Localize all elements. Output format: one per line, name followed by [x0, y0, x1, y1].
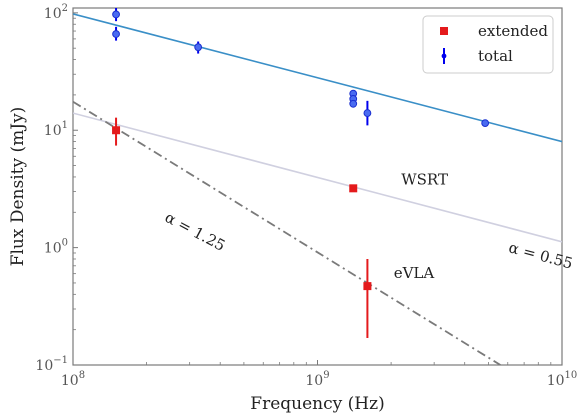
- x-axis-ticks: 108 109 1010: [61, 360, 577, 389]
- x-tick-label-2: 1010: [547, 370, 578, 389]
- y-axis-label: Flux Density (mJy): [8, 107, 28, 267]
- extended-point-2: [363, 282, 372, 291]
- x-axis-label: Frequency (Hz): [250, 394, 384, 414]
- extended-point-0: [112, 126, 121, 135]
- data-markers: [112, 10, 490, 291]
- fit-lines: [73, 13, 562, 365]
- legend: extended total: [422, 15, 554, 74]
- y-tick-label-0: 10−1: [35, 355, 68, 374]
- y-axis-ticks: 10−1 100 101 102: [35, 3, 78, 374]
- y-tick-label-1: 100: [44, 238, 68, 257]
- y-tick-label-3: 102: [44, 3, 68, 22]
- annotation-0: WSRT: [401, 170, 448, 188]
- y-tick-label-2: 101: [44, 120, 68, 139]
- total-point-7: [481, 119, 490, 128]
- fit-line-2: [73, 100, 501, 365]
- total-point-1: [112, 30, 120, 38]
- total-point-6: [363, 109, 372, 117]
- total-point-0: [112, 10, 120, 19]
- extended-point-1: [349, 184, 358, 193]
- annotation-1: eVLA: [394, 264, 435, 282]
- x-tick-label-1: 109: [305, 370, 329, 389]
- fit-line-0: [73, 13, 562, 143]
- fit-line-1: [73, 112, 562, 243]
- legend-extended-marker: [440, 27, 448, 35]
- total-point-2: [194, 43, 203, 52]
- legend-total-label: total: [478, 47, 513, 65]
- x-tick-label-0: 108: [61, 370, 85, 389]
- legend-extended-label: extended: [478, 22, 548, 40]
- legend-box: [422, 15, 554, 74]
- total-point-5: [349, 99, 358, 108]
- legend-total-marker: [441, 53, 447, 59]
